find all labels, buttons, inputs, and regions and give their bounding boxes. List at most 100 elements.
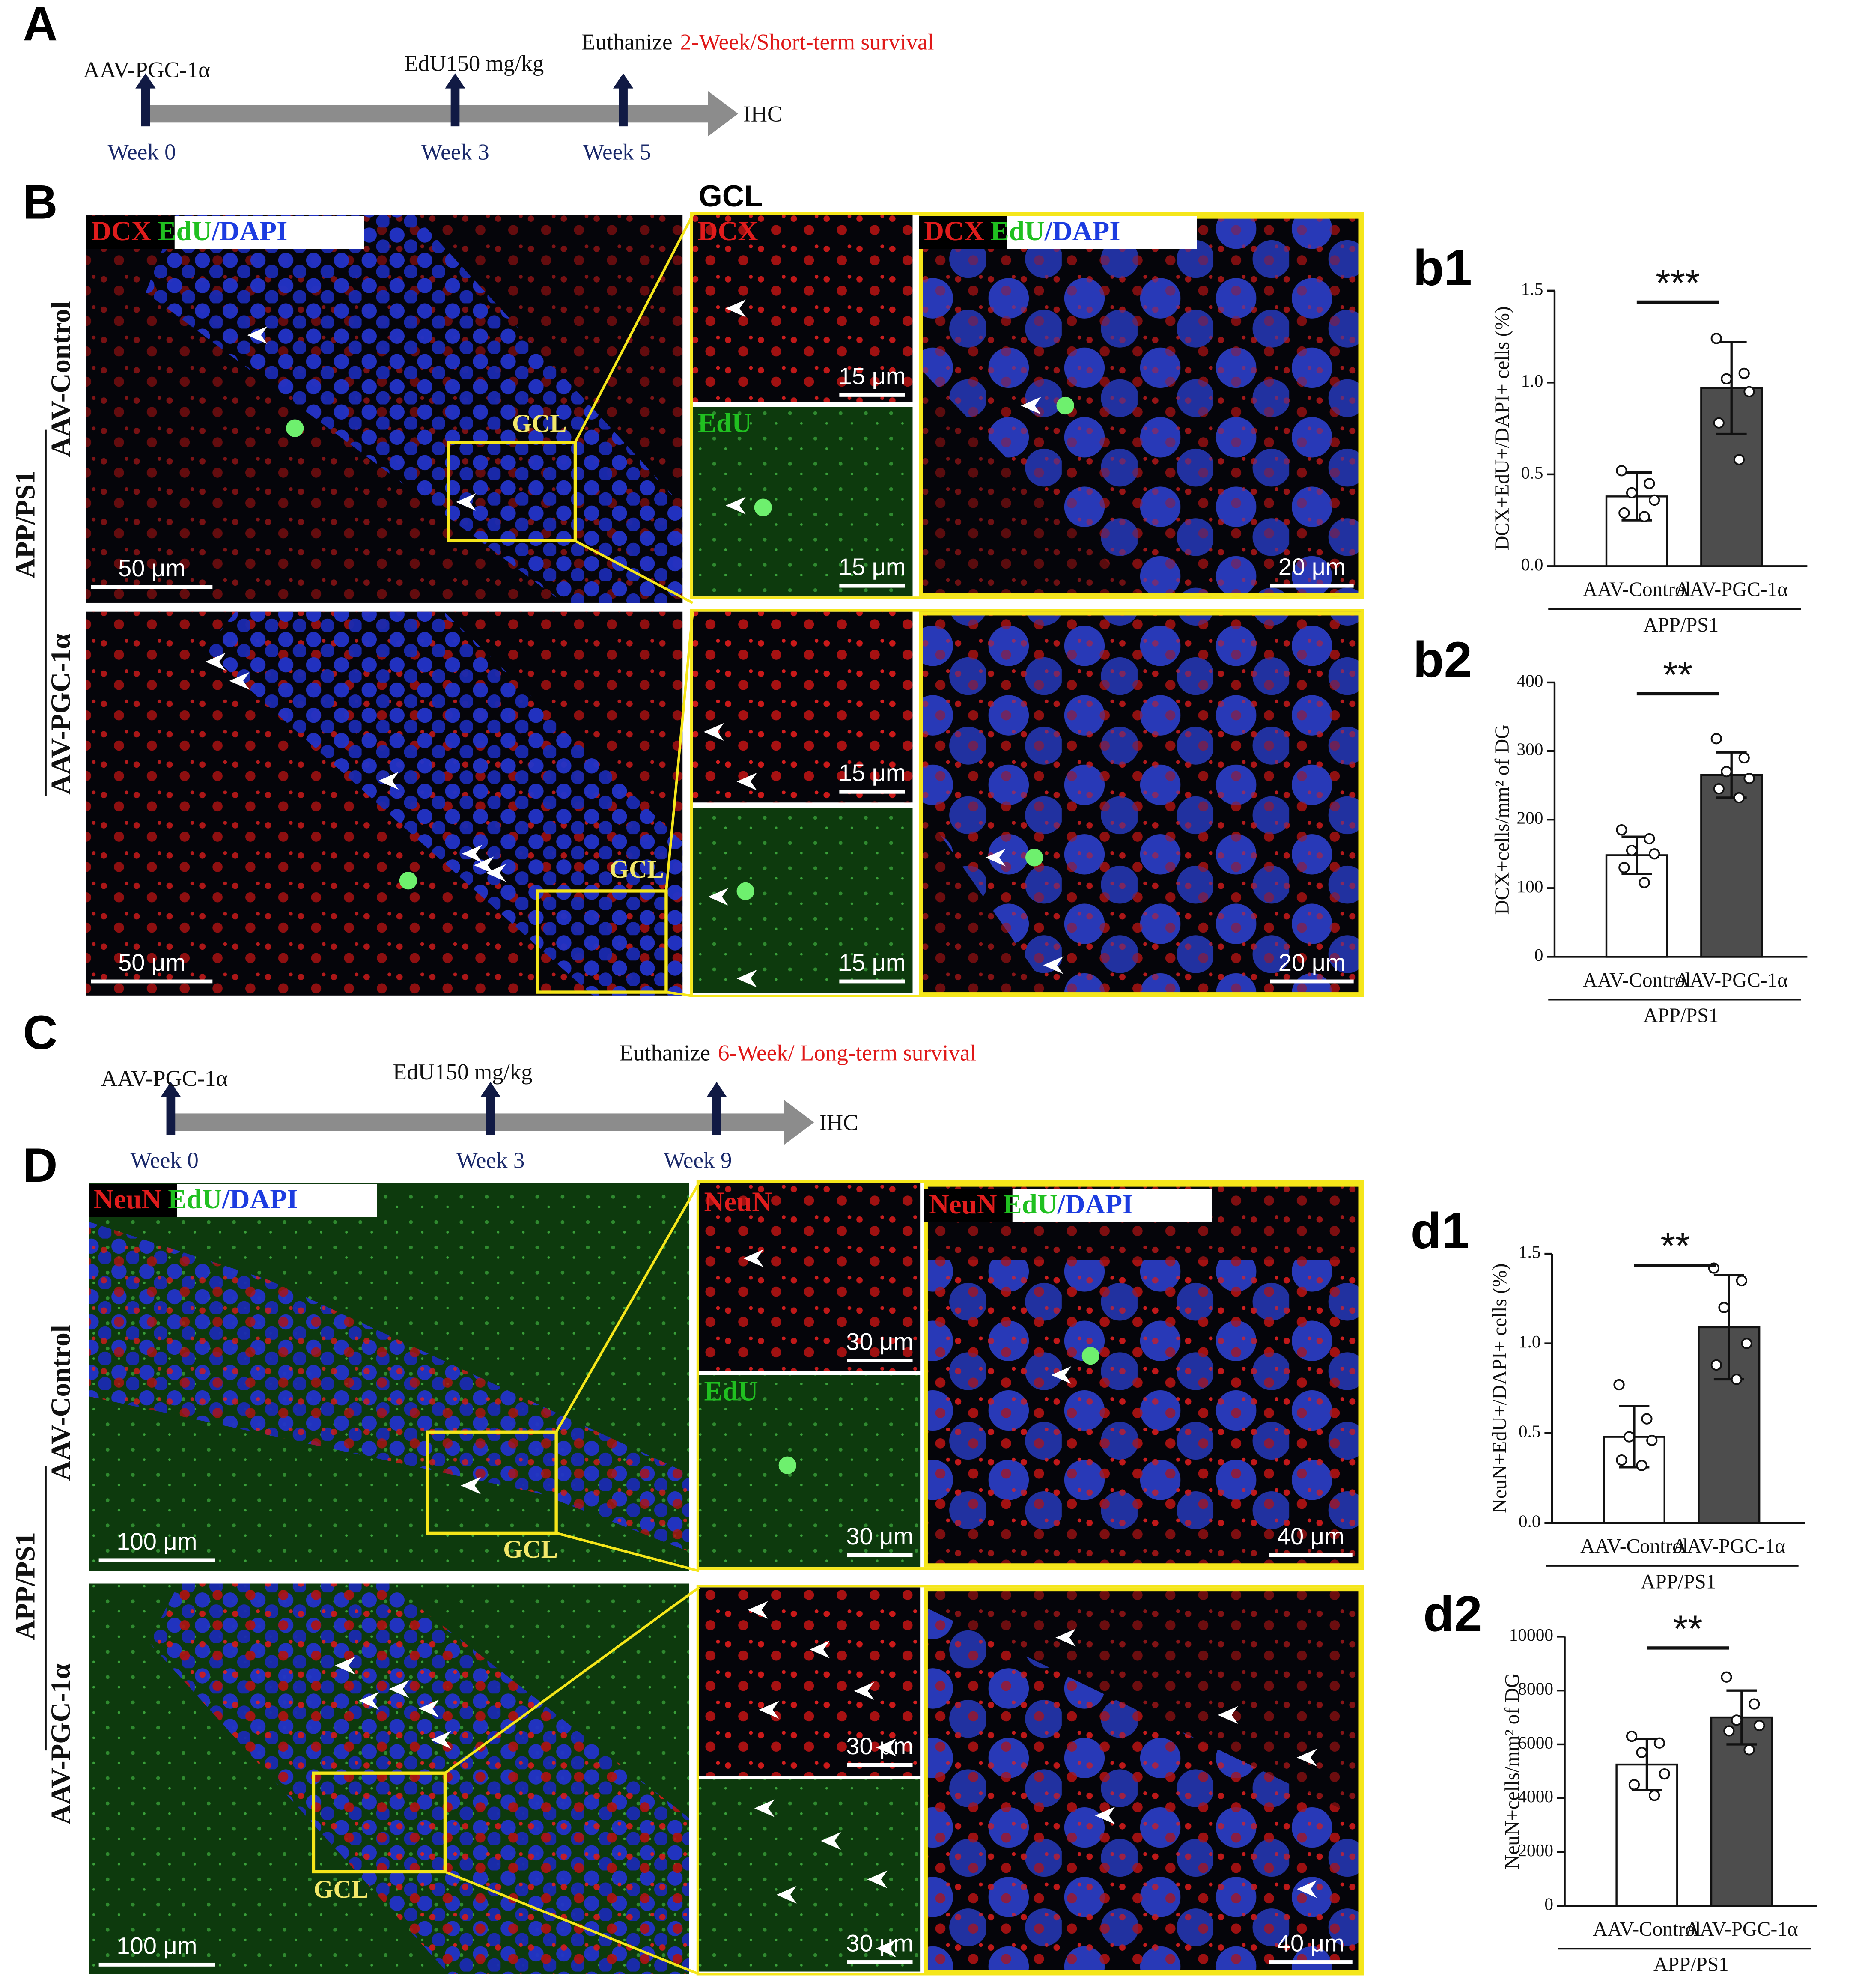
scale-label: 50 μm [118, 949, 185, 976]
arrowhead [1021, 396, 1041, 415]
stain-1: EdU [704, 1376, 758, 1407]
edu-cell [778, 1456, 796, 1474]
region-label: GCL [512, 409, 567, 437]
cell-layer-red [89, 1222, 689, 1552]
scale-bar [839, 584, 905, 588]
y-tick-label: 6000 [1518, 1732, 1553, 1752]
data-point [1653, 1737, 1665, 1749]
scale-bar [839, 979, 905, 984]
stain-2: /DAPI [212, 216, 288, 247]
event-arrow-head [161, 1082, 181, 1097]
scale-bar [839, 790, 905, 794]
image-bg [699, 1375, 921, 1568]
stain-2: /DAPI [1044, 216, 1120, 247]
micrograph [89, 1583, 689, 1974]
scale-label: 20 μm [1278, 949, 1346, 976]
edu-label: EdU150 mg/kg [393, 1060, 533, 1085]
edu-cell [736, 882, 754, 900]
arrowhead [725, 299, 746, 317]
data-point [1743, 772, 1755, 784]
region-label: GCL [609, 855, 664, 883]
edu-cell [1025, 849, 1043, 867]
euthanize-text: Euthanize [581, 30, 672, 54]
scale-bar [1269, 1553, 1353, 1557]
panel-frame [690, 609, 1364, 997]
data-point [1618, 862, 1630, 873]
arrowhead [1296, 1749, 1317, 1767]
data-point [1754, 1720, 1765, 1732]
arrowhead [474, 856, 494, 874]
bar [1700, 774, 1763, 958]
data-point [1649, 1790, 1660, 1801]
y-tick-label: 0 [1544, 1894, 1553, 1914]
edu-cell [1056, 396, 1074, 415]
data-point [1733, 454, 1745, 465]
y-tick-label: 1.0 [1521, 371, 1543, 390]
panel-frame [696, 1180, 1364, 1570]
data-point [1646, 1434, 1658, 1446]
survival-text: 6-Week/ Long-term survival [718, 1041, 977, 1066]
week-label: Week 9 [664, 1148, 732, 1173]
y-tick-label: 1.5 [1521, 279, 1543, 298]
event-arrow-head [613, 73, 634, 89]
edu-cell [399, 872, 417, 890]
data-point [1636, 1747, 1647, 1758]
injection-label: AAV-PGC-1α [101, 1066, 228, 1091]
panel-label: d1 [1410, 1203, 1469, 1259]
stain-0: NeuN [704, 1186, 772, 1217]
event-arrow [712, 1094, 721, 1135]
arrowhead [736, 772, 757, 790]
row-label: AAV-PGC-1α [45, 1663, 76, 1824]
week-label: Week 0 [130, 1148, 198, 1173]
stain-0: DCX [698, 216, 758, 247]
data-point [1743, 386, 1755, 397]
panel-label: B [23, 175, 58, 229]
arrowhead [1095, 1806, 1115, 1824]
arrowhead [759, 1701, 779, 1719]
edu-label: EdU150 mg/kg [404, 51, 544, 76]
arrowhead [462, 845, 483, 863]
arrowhead [1051, 1366, 1072, 1384]
x-tick-label: AAV-Control [1580, 1535, 1688, 1558]
x-tick-label: AAV-Control [1593, 1918, 1701, 1940]
data-point [1649, 494, 1660, 506]
stain-label: NeuN EdU/DAPI [94, 1184, 298, 1215]
endpoint-label: IHC [743, 102, 783, 127]
cell-layer-red [919, 611, 1363, 996]
y-tick-label: 0 [1534, 945, 1543, 965]
arrowhead [247, 326, 268, 344]
arrowhead [378, 772, 399, 790]
image-bg [692, 808, 913, 994]
arrowhead [867, 1870, 888, 1888]
y-tick-label: 0.5 [1519, 1422, 1541, 1441]
cell-layer [146, 215, 683, 603]
data-point [1721, 373, 1732, 384]
micrograph [924, 1587, 1363, 1974]
row-label: AAV-Control [45, 301, 76, 457]
x-tick-label: AAV-PGC-1α [1675, 969, 1788, 991]
x-tick-label: AAV-Control [1583, 578, 1691, 601]
inset-box [536, 889, 668, 994]
stain-label: DCX [698, 216, 758, 247]
scale-bar [1270, 979, 1354, 984]
region-heading: GCL [699, 179, 763, 213]
stain-0: NeuN [929, 1189, 997, 1220]
y-axis-label: DCX+cells/mm² of DG [1491, 724, 1513, 915]
data-point [1723, 1725, 1735, 1737]
stain-1: EdU [1003, 1189, 1057, 1220]
data-point [1738, 752, 1750, 764]
y-tick-label: 8000 [1518, 1679, 1553, 1699]
inset-line [444, 1870, 700, 1976]
group-label: APP/PS1 [1643, 1004, 1719, 1027]
scale-label: 15 μm [839, 553, 906, 580]
scale-bar [98, 1962, 215, 1967]
cell-layer-red [919, 215, 1363, 597]
scale-bar [98, 1558, 215, 1562]
significance: ** [1673, 1607, 1703, 1650]
row-label: AAV-PGC-1α [45, 633, 76, 794]
data-point [1738, 367, 1750, 379]
survival-text: 2-Week/Short-term survival [680, 30, 934, 54]
data-point [1659, 1768, 1670, 1780]
inset-line [444, 1586, 700, 1774]
data-point [1616, 824, 1627, 836]
